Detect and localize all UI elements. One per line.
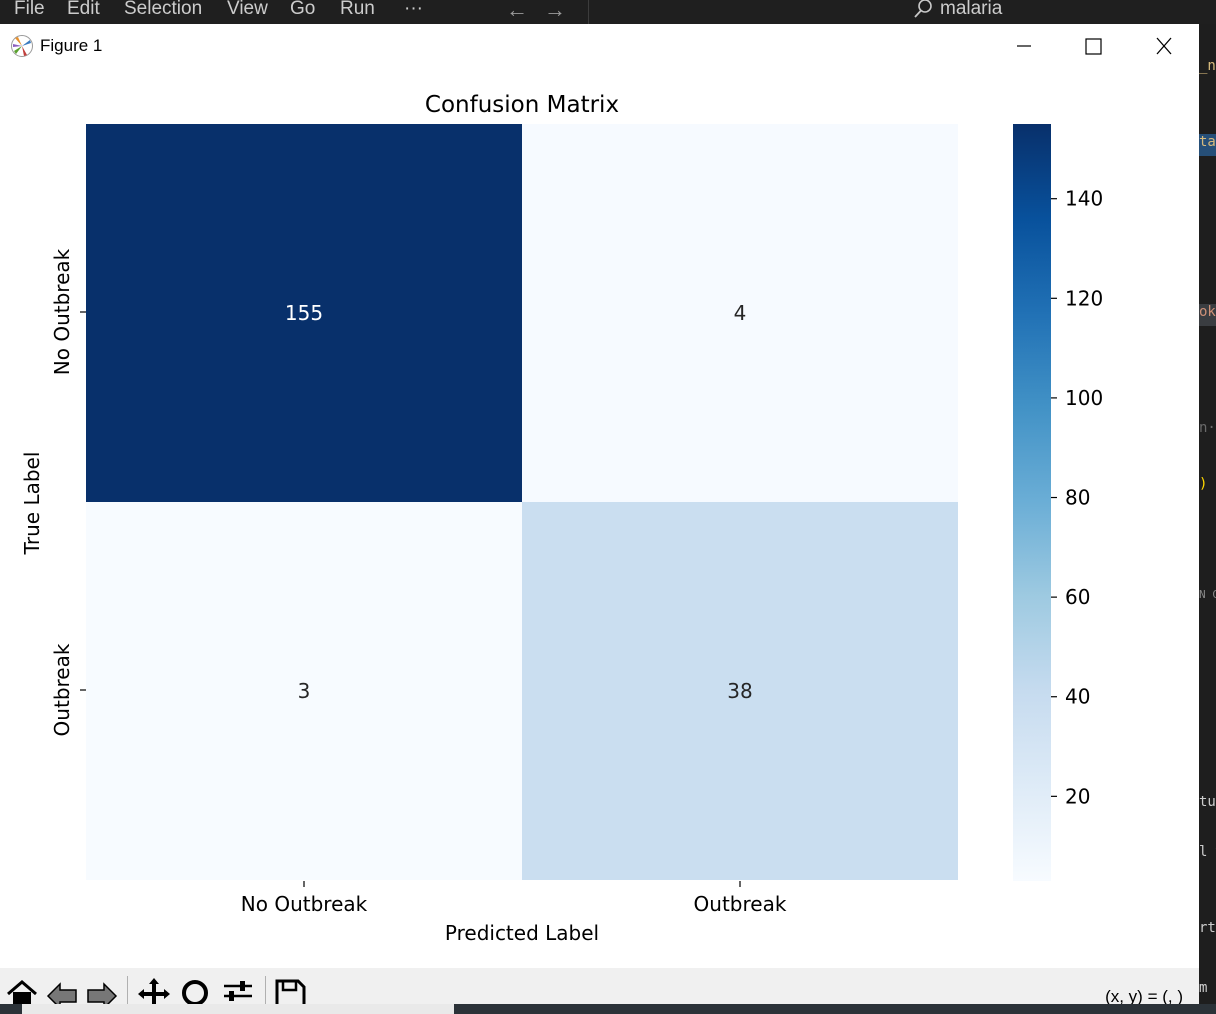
menu-run[interactable]: Run [340, 0, 375, 19]
search-text: malaria [940, 0, 1003, 19]
heatmap-cell-label: 155 [285, 301, 323, 325]
window-title: Figure 1 [40, 36, 103, 55]
code-fragment: n· [1199, 420, 1216, 436]
code-fragment: m [1199, 980, 1208, 996]
heatmap-cell [522, 124, 958, 502]
figure-window: Figure 1 Confusion Mat [0, 24, 1199, 1014]
taskbar-strip [0, 1004, 1216, 1014]
heatmap-cell [522, 502, 958, 880]
y-tick-label: Outbreak [50, 643, 74, 736]
heatmap-cell-labels: 155 4 3 38 [285, 301, 753, 703]
code-fragment: _n [1199, 58, 1216, 74]
menu-go[interactable]: Go [290, 0, 316, 19]
menu-more[interactable]: ··· [404, 0, 423, 19]
heatmap-cell [86, 502, 522, 880]
vscode-menubar: File Edit Selection View Go Run ··· ← → … [0, 0, 1216, 24]
chart-title: Confusion Matrix [425, 92, 619, 118]
heatmap-cells [86, 124, 958, 880]
menu-edit[interactable]: Edit [67, 0, 100, 19]
command-search[interactable]: malaria [912, 0, 1002, 20]
toolbar-separator [127, 976, 128, 1012]
code-fragment: rta [1199, 920, 1216, 936]
matplotlib-logo-icon [11, 35, 33, 57]
search-icon [914, 0, 932, 18]
colorbar-tick-label: 140 [1065, 187, 1103, 211]
colorbar-ticks: 20 40 60 80 100 120 140 [1051, 187, 1103, 808]
home-icon[interactable] [6, 978, 38, 1008]
toolbar-separator [265, 976, 266, 1012]
colorbar-tick-label: 40 [1065, 685, 1090, 709]
y-axis-label: True Label [20, 452, 44, 556]
menu-selection[interactable]: Selection [124, 0, 203, 19]
save-icon[interactable] [274, 978, 306, 1008]
colorbar-tick-label: 20 [1065, 784, 1090, 808]
heatmap-cell-label: 4 [734, 301, 747, 325]
window-titlebar: Figure 1 [0, 24, 1199, 68]
x-axis-label: Predicted Label [445, 921, 599, 945]
editor-strip: _n ta ok n· ) N C tu l w rta m [1199, 24, 1216, 1014]
menu-file[interactable]: File [14, 0, 45, 19]
code-fragment: N C [1199, 588, 1216, 601]
heatmap-cell-label: 38 [727, 679, 752, 703]
x-tick-label: No Outbreak [241, 892, 368, 916]
heatmap-cell [86, 124, 522, 502]
code-fragment: ) [1199, 476, 1208, 492]
menu-view[interactable]: View [227, 0, 268, 19]
code-fragment: ok [1199, 304, 1216, 326]
colorbar-tick-label: 100 [1065, 386, 1103, 410]
code-fragment: tu [1199, 794, 1216, 810]
code-fragment: ta [1199, 134, 1216, 156]
minimize-button[interactable] [1001, 30, 1047, 62]
close-button[interactable] [1141, 30, 1187, 62]
colorbar-tick-label: 120 [1065, 286, 1103, 310]
heatmap-cell-label: 3 [298, 679, 311, 703]
x-tick-label: Outbreak [694, 892, 787, 916]
code-fragment: l w [1199, 844, 1216, 860]
y-tick-label: No Outbreak [50, 248, 74, 375]
cursor-coordinates: (x, y) = (, ) [1105, 987, 1183, 1006]
menubar-divider [588, 0, 589, 24]
colorbar-tick-label: 60 [1065, 585, 1090, 609]
colorbar [1013, 124, 1051, 881]
maximize-button[interactable] [1070, 30, 1116, 62]
forward-arrow-icon[interactable]: → [544, 0, 566, 22]
colorbar-tick-label: 80 [1065, 486, 1090, 510]
pan-icon[interactable] [138, 978, 170, 1008]
heatmap-figure: Confusion Matrix 155 4 3 38 No Outbreak Out… [20, 92, 1103, 945]
scrollbar-thumb[interactable] [22, 1004, 454, 1014]
back-arrow-icon[interactable]: ← [506, 0, 528, 22]
